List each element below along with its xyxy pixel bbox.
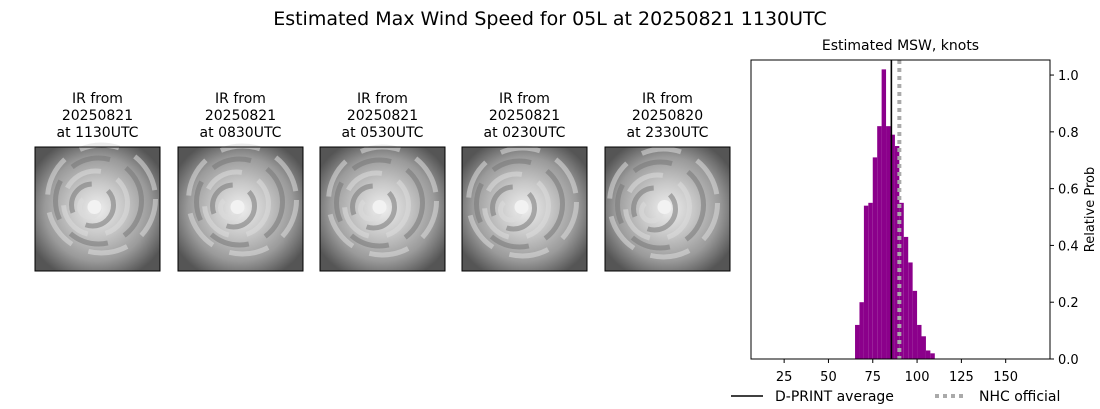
panel-label: IR from (499, 91, 550, 107)
bar (890, 134, 895, 359)
eye (514, 200, 529, 214)
cloud-band (615, 159, 706, 251)
bar (894, 146, 900, 359)
cloud-band (53, 155, 144, 247)
x-tick-label: 125 (949, 370, 974, 385)
cloud-band (631, 185, 678, 233)
legend-label: NHC official (979, 389, 1060, 405)
image-frame (604, 146, 731, 272)
satellite-image (461, 145, 588, 272)
panel-label: IR from (72, 91, 123, 107)
x-tick-label: 75 (864, 370, 881, 385)
y-tick-label: 0.6 (1058, 183, 1079, 198)
cloud-band (194, 156, 285, 248)
panel-label: 20250821 (489, 108, 560, 124)
x-tick-label: 50 (820, 370, 837, 385)
eye (230, 200, 245, 214)
y-tick-label: 0.8 (1058, 126, 1079, 141)
chart-title: Estimated MSW, knots (822, 38, 979, 54)
cloud-band (342, 170, 411, 240)
cloud-band (482, 171, 551, 241)
cloud-band (202, 169, 271, 239)
bar (872, 157, 878, 359)
y-tick-label: 1.0 (1058, 69, 1079, 84)
y-tick-label: 0.0 (1058, 353, 1079, 368)
cloud-band (334, 157, 425, 249)
figure-title: Estimated Max Wind Speed for 05L at 2025… (273, 8, 827, 30)
satellite-image (319, 144, 446, 272)
x-tick-label: 150 (993, 370, 1018, 385)
panel-label: IR from (642, 91, 693, 107)
eye (372, 200, 387, 214)
image-frame (461, 146, 588, 272)
bar (868, 202, 873, 359)
cloud-band (45, 142, 158, 256)
panel-label: 20250821 (347, 108, 418, 124)
y-tick-label: 0.4 (1058, 239, 1079, 254)
x-tick-label: 25 (776, 370, 793, 385)
bar (899, 202, 904, 359)
eye (87, 200, 102, 214)
bar (877, 126, 882, 359)
bar (908, 262, 913, 359)
panel-label: at 2330UTC (627, 125, 709, 141)
image-frame (319, 146, 446, 272)
bar (855, 324, 860, 359)
satellite-image (34, 142, 161, 272)
panel-label: at 0230UTC (484, 125, 566, 141)
bar (859, 302, 864, 359)
bar (917, 324, 922, 359)
cloud-band (186, 143, 299, 257)
panel-label: at 0530UTC (342, 125, 424, 141)
bar (921, 336, 926, 359)
cloud-band (69, 181, 116, 229)
cloud-band (350, 183, 397, 231)
bar (881, 69, 887, 360)
panel-label: 20250820 (632, 108, 703, 124)
panel-label: IR from (215, 91, 266, 107)
image-frame (34, 146, 161, 272)
cloud-band (474, 158, 565, 250)
eye (657, 200, 672, 214)
cloud-band (490, 184, 537, 232)
x-tick-label: 100 (905, 370, 930, 385)
panel-label: at 1130UTC (57, 125, 139, 141)
cloud-band (623, 172, 692, 242)
satellite-image (604, 146, 731, 272)
bar (863, 205, 869, 359)
panel-label: 20250821 (62, 108, 133, 124)
panel-label: IR from (357, 91, 408, 107)
bar (912, 290, 918, 359)
plot-frame (750, 59, 1051, 360)
panel-label: at 0830UTC (200, 125, 282, 141)
cloud-band (466, 145, 579, 259)
cloud-band (61, 168, 130, 238)
bar (886, 126, 891, 359)
legend-label: D-PRINT average (775, 389, 894, 405)
bar (903, 236, 909, 359)
image-frame (177, 146, 304, 272)
bar (930, 353, 935, 359)
satellite-image (177, 143, 304, 272)
y-axis-label: Relative Prob (1083, 167, 1098, 252)
cloud-band (210, 182, 257, 230)
y-tick-label: 0.2 (1058, 296, 1079, 311)
panel-label: 20250821 (205, 108, 276, 124)
cloud-band (607, 146, 720, 260)
bar (925, 350, 931, 359)
